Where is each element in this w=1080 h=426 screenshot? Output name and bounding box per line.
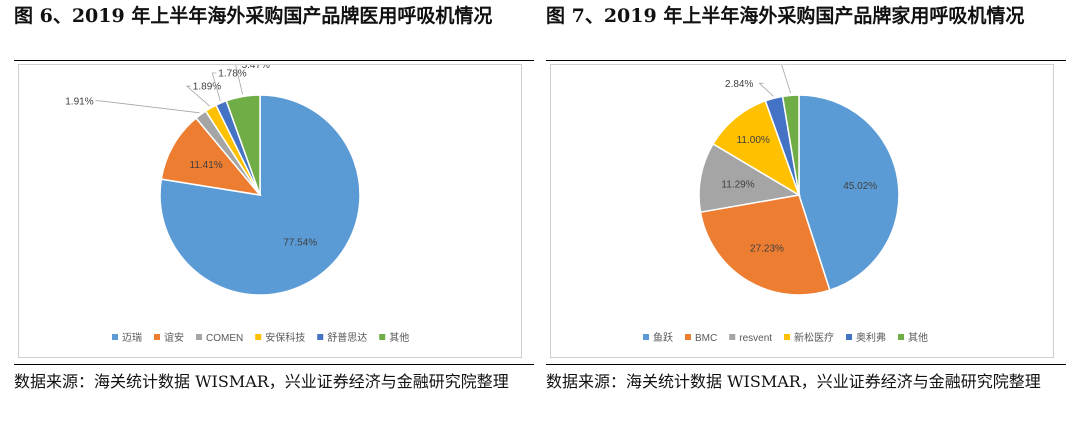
top-rule — [14, 60, 534, 61]
legend-label: 安保科技 — [265, 331, 305, 344]
legend-label: 其他 — [389, 331, 409, 344]
chart-area: 77.54% 11.41% 1.91% 1.89% 1.78% 5.47% 迈瑞 谊安 COME… — [18, 64, 522, 358]
figure-6-panel: 图 6、2019 年上半年海外采购国产品牌医用呼吸机情况 77.54% 11.41… — [14, 0, 534, 426]
figure-title: 图 7、2019 年上半年海外采购国产品牌家用呼吸机情况 — [546, 5, 1025, 27]
data-label-5: 5.47% — [242, 65, 270, 71]
data-label-0: 45.02% — [843, 181, 877, 192]
leader-line-4 — [758, 82, 774, 97]
source-note: 数据来源：海关统计数据 WISMAR，兴业证券经济与金融研究院整理 — [546, 372, 1041, 391]
legend-item-4: 舒普思达 — [317, 331, 367, 344]
legend-label: 舒普思达 — [327, 331, 367, 344]
legend-item-2: resvent — [729, 333, 772, 344]
legend-swatch — [317, 334, 324, 340]
pie-slice-2 — [698, 142, 802, 214]
legend-item-0: 迈瑞 — [112, 332, 142, 344]
pie-slice-1 — [699, 194, 831, 296]
legend-swatch — [846, 334, 853, 340]
legend-label: 迈瑞 — [122, 332, 142, 344]
pie-slice-3 — [712, 99, 801, 197]
legend-label: 鱼跃 — [653, 331, 673, 344]
leader-line-2 — [95, 100, 200, 114]
data-label-4: 1.78% — [218, 69, 246, 80]
legend-swatch — [729, 334, 736, 340]
top-rule — [546, 60, 1066, 61]
legend-label: 其他 — [908, 331, 928, 344]
legend-swatch — [154, 334, 160, 340]
legend-item-0: 鱼跃 — [643, 331, 673, 344]
pie-slice-0 — [798, 94, 900, 292]
legend-item-3: 安保科技 — [255, 331, 305, 344]
pie-slice-5 — [781, 94, 800, 196]
data-label-1: 27.23% — [750, 244, 784, 255]
leader-line-3 — [185, 85, 211, 107]
legend-item-2: COMEN — [196, 333, 243, 344]
bottom-rule — [14, 364, 534, 365]
pie-slice-5 — [225, 94, 261, 196]
legend-swatch — [196, 334, 202, 340]
legend-swatch — [379, 334, 386, 340]
chart-area: 45.02% 27.23% 11.29% 11.00% 2.84% 2.62% 鱼跃 BMC r… — [550, 64, 1054, 358]
legend-label: resvent — [739, 333, 772, 344]
bottom-rule — [546, 364, 1066, 365]
data-label-2: 11.29% — [721, 179, 754, 190]
legend-item-1: BMC — [685, 333, 717, 344]
leader-line-5 — [781, 65, 791, 94]
legend-swatch — [898, 334, 905, 340]
data-label-5: 2.62% — [787, 65, 815, 68]
legend-swatch — [685, 334, 691, 340]
legend-swatch — [112, 334, 118, 340]
data-label-3: 11.00% — [737, 135, 770, 146]
figure-7-panel: 图 7、2019 年上半年海外采购国产品牌家用呼吸机情况 45.02% 27.23… — [546, 0, 1066, 426]
data-label-3: 1.89% — [193, 82, 221, 93]
legend-label: 新松医疗 — [794, 331, 834, 344]
data-label-0: 77.54% — [283, 238, 317, 249]
source-note: 数据来源：海关统计数据 WISMAR，兴业证券经济与金融研究院整理 — [14, 372, 509, 391]
leader-line-4 — [211, 72, 221, 102]
legend-label: 奥利弗 — [856, 331, 886, 344]
legend-item-5: 其他 — [379, 331, 409, 344]
legend-label: 谊安 — [164, 331, 184, 344]
legend-item-4: 奥利弗 — [846, 331, 886, 344]
figure-title: 图 6、2019 年上半年海外采购国产品牌医用呼吸机情况 — [14, 5, 493, 27]
legend-item-1: 谊安 — [154, 331, 184, 344]
pie-chart-home: 45.02% 27.23% 11.29% 11.00% 2.84% 2.62% 鱼跃 BMC r… — [643, 65, 928, 344]
legend-swatch — [643, 334, 649, 340]
legend-label: COMEN — [206, 333, 243, 344]
legend-swatch — [784, 334, 791, 340]
pie-chart-medical: 77.54% 11.41% 1.91% 1.89% 1.78%5.47% 迈瑞 谊安 COME… — [65, 65, 409, 344]
legend-label: BMC — [695, 333, 717, 344]
leader-line-5 — [235, 65, 243, 95]
data-label-4: 2.84% — [725, 79, 753, 90]
legend-swatch — [255, 334, 262, 340]
legend-item-3: 新松医疗 — [784, 331, 834, 344]
pie-slice-1 — [160, 117, 262, 197]
legend-item-5: 其他 — [898, 331, 928, 344]
data-label-1: 11.41% — [190, 160, 223, 171]
data-label-2: 1.91% — [65, 96, 93, 107]
